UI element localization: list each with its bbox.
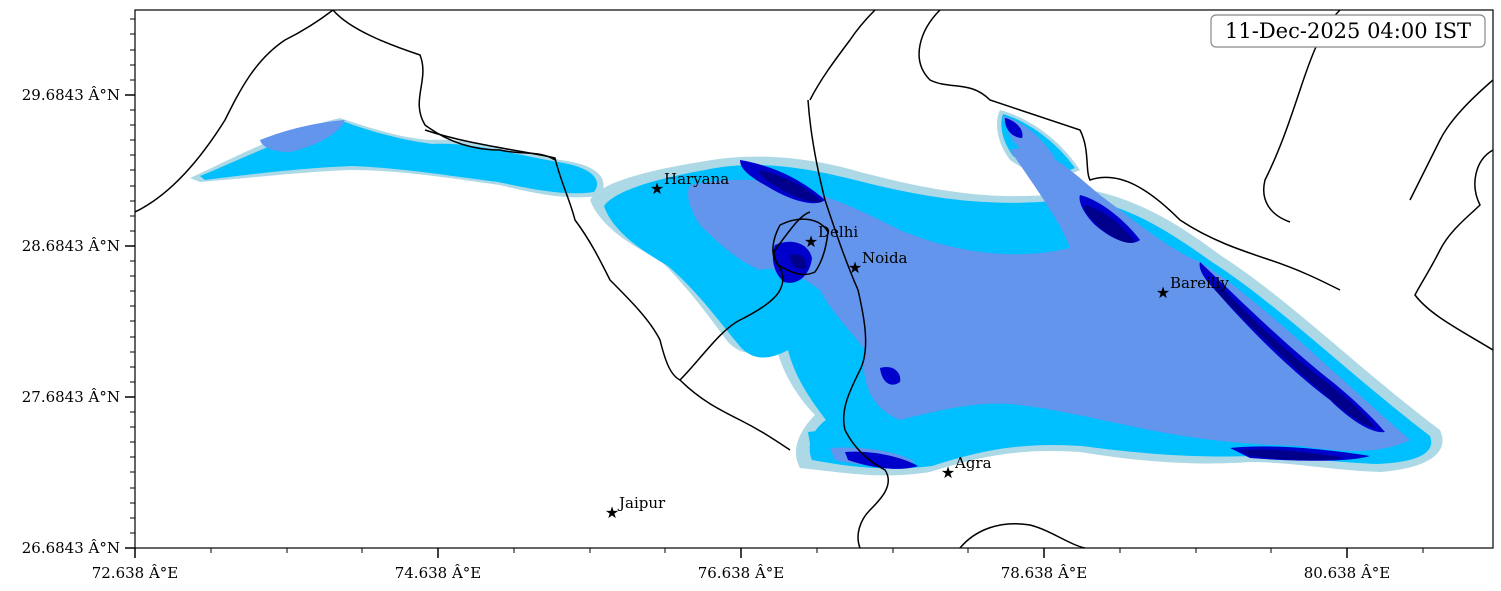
x-tick-label: 74.638 Â°E — [395, 564, 482, 582]
timestamp-label: 11-Dec-2025 04:00 IST — [1225, 19, 1471, 43]
y-axis — [125, 18, 135, 549]
star-icon: ★ — [804, 232, 818, 251]
timestamp-box: 11-Dec-2025 04:00 IST — [1210, 14, 1486, 48]
city-label: Haryana — [664, 170, 729, 188]
city-agra[interactable]: ★ Agra — [941, 454, 992, 482]
x-axis — [134, 548, 1424, 558]
y-tick-label: 26.6843 Â°N — [22, 539, 120, 557]
border-haryana-rajasthan — [424, 129, 811, 381]
border-up-west — [807, 99, 890, 548]
precip-level-5 — [759, 170, 1375, 461]
border-delhi — [772, 218, 829, 276]
city-label: Jaipur — [617, 494, 666, 512]
border-rajasthan-south — [679, 379, 791, 451]
border-east — [1414, 149, 1493, 351]
border-nepal — [918, 10, 1341, 291]
border-north-hills — [332, 10, 556, 161]
border-south-mp — [959, 523, 1086, 548]
border-west — [135, 10, 334, 213]
border-uttarakhand — [809, 10, 876, 101]
x-tick-label: 78.638 Â°E — [1001, 564, 1088, 582]
city-label: Bareilly — [1170, 274, 1229, 292]
y-tick-label: 28.6843 Â°N — [22, 237, 120, 255]
x-tick-label: 80.638 Â°E — [1304, 564, 1391, 582]
border-far-east — [1409, 79, 1493, 201]
y-tick-label: 29.6843 Â°N — [22, 86, 120, 104]
city-label: Noida — [862, 249, 908, 267]
star-icon: ★ — [605, 503, 619, 522]
city-bareilly[interactable]: ★ Bareilly — [1156, 274, 1230, 302]
city-markers: ★ Haryana ★ Delhi ★ Noida ★ Bareilly ★ A… — [605, 170, 1230, 522]
timestamp-frame — [1210, 14, 1486, 48]
precipitation-layer — [190, 110, 1443, 476]
city-delhi[interactable]: ★ Delhi — [804, 223, 859, 251]
city-haryana[interactable]: ★ Haryana — [650, 170, 729, 198]
star-icon: ★ — [1156, 283, 1170, 302]
city-label: Agra — [954, 454, 992, 472]
city-label: Delhi — [818, 223, 858, 241]
star-icon: ★ — [650, 179, 664, 198]
city-jaipur[interactable]: ★ Jaipur — [605, 494, 666, 522]
x-tick-label: 72.638 Â°E — [92, 564, 179, 582]
star-icon: ★ — [941, 463, 955, 482]
plot-frame — [134, 9, 1494, 549]
star-icon: ★ — [848, 258, 862, 277]
x-tick-label: 76.638 Â°E — [698, 564, 785, 582]
y-tick-label: 27.6843 Â°N — [22, 388, 120, 406]
city-noida[interactable]: ★ Noida — [848, 249, 908, 277]
